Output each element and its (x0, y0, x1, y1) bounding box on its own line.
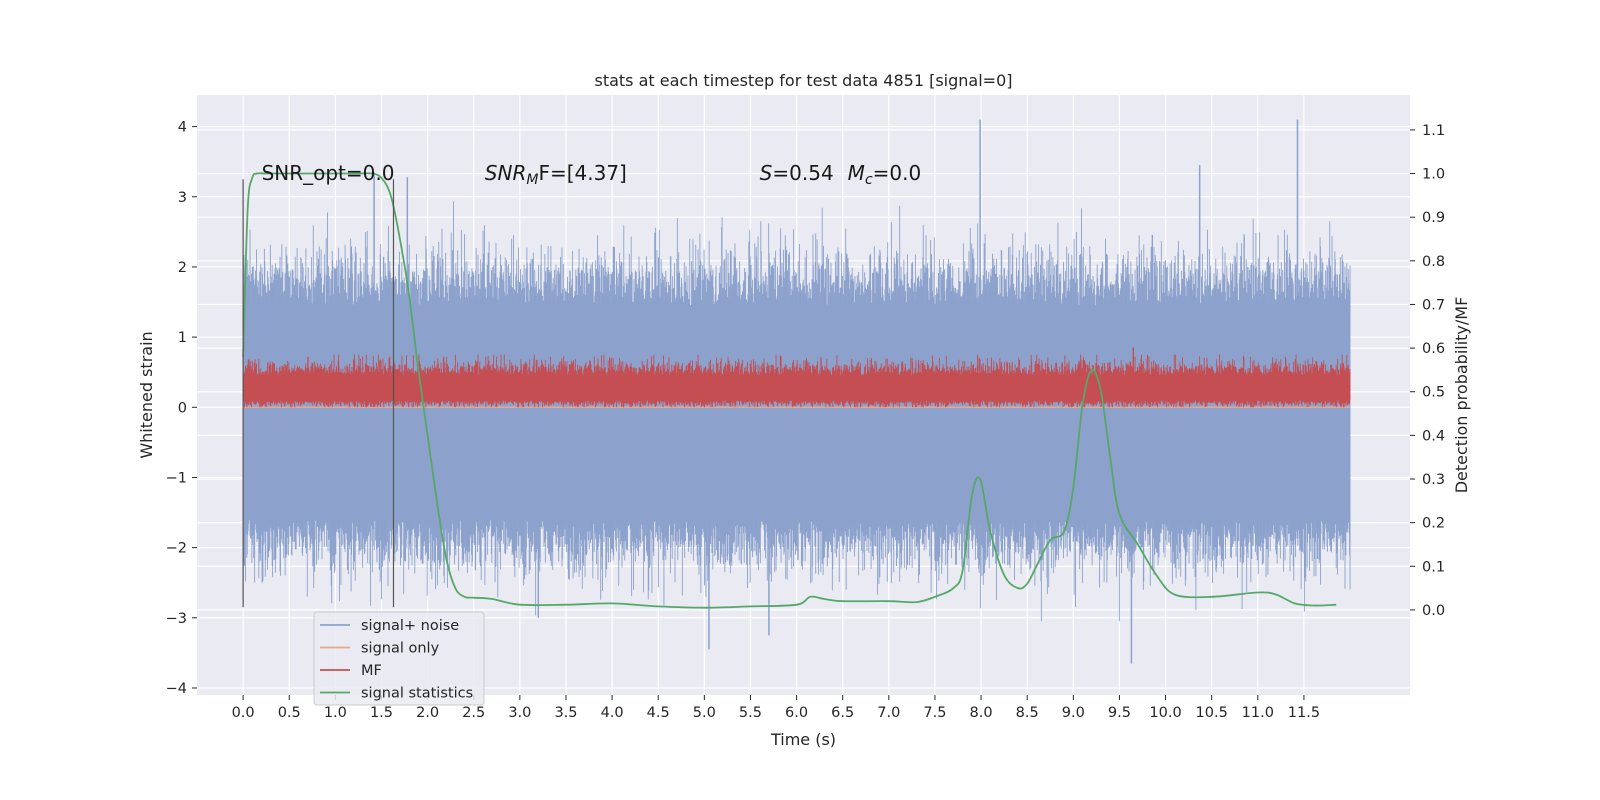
snr-mf-value: F=[4.37] (538, 161, 626, 185)
x-tick-label: 10.0 (1149, 705, 1181, 721)
x-tick-label: 10.5 (1196, 705, 1228, 721)
x-tick-label: 3.5 (554, 705, 577, 721)
y-axis-label: Whitened strain (137, 331, 156, 458)
y-tick-label: −4 (166, 681, 187, 697)
y-tick-label: 4 (178, 120, 187, 136)
chart-title: stats at each timestep for test data 485… (594, 71, 1012, 90)
x-tick-label: 2.5 (462, 705, 485, 721)
y2-tick-label: 0.4 (1422, 428, 1445, 444)
x-axis-label: Time (s) (770, 730, 836, 749)
y2-tick-label: 1.1 (1422, 123, 1445, 139)
x-tick-label: 3.0 (508, 705, 531, 721)
x-tick-label: 5.5 (739, 705, 762, 721)
series-signal-statistics (242, 172, 1337, 609)
x-tick-label: 7.5 (923, 705, 946, 721)
annotation-snr-mf: SNRMF=[4.37] (485, 161, 627, 188)
x-tick-label: 11.5 (1288, 705, 1320, 721)
x-tick-label: 7.0 (877, 705, 900, 721)
s-value: =0.54 (772, 161, 833, 185)
y2-tick-label: 0.0 (1422, 603, 1445, 619)
annotation-snr-opt: SNR_opt=0.0 (262, 161, 395, 185)
y2-tick-label: 0.6 (1422, 341, 1445, 357)
y-tick-label: 3 (178, 190, 187, 206)
y-tick-label: −2 (166, 541, 187, 557)
legend-label: signal only (361, 641, 440, 657)
x-tick-label: 8.0 (970, 705, 993, 721)
legend-label: MF (361, 663, 382, 679)
y2-tick-label: 0.3 (1422, 472, 1445, 488)
x-tick-label: 8.5 (1016, 705, 1039, 721)
legend-label: signal statistics (361, 686, 473, 702)
axes: 0.0 0.5 1.0 1.5 2.0 2.5 3.0 3.5 4.0 4.5 5.0 5.5 6.0 6… (166, 120, 1445, 721)
legend-box (313, 611, 485, 706)
y2-tick-label: 0.2 (1422, 516, 1445, 532)
legend-label: signal+ noise (361, 618, 459, 634)
y2-tick-label: 0.1 (1422, 559, 1445, 575)
x-tick-label: 11.0 (1242, 705, 1274, 721)
snr-mf-subscript: M (526, 172, 538, 188)
x-tick-label: 0.5 (278, 705, 301, 721)
legend: signal+ noise signal only MF signal statist… (313, 611, 485, 706)
snr-mf-symbol: SNR (485, 161, 527, 185)
y-tick-label: −1 (166, 470, 187, 486)
y2-tick-label: 0.8 (1422, 254, 1445, 270)
y-tick-label: 1 (178, 330, 187, 346)
x-tick-label: 9.0 (1062, 705, 1085, 721)
mc-value: =0.0 (873, 161, 922, 185)
y2-tick-label: 0.7 (1422, 297, 1445, 313)
s-symbol: S (760, 161, 773, 185)
mc-subscript: c (865, 172, 873, 188)
mc-symbol: M (848, 161, 865, 185)
x-tick-label: 2.0 (416, 705, 439, 721)
y2-tick-label: 0.9 (1422, 210, 1445, 226)
x-tick-label: 4.0 (601, 705, 624, 721)
x-tick-label: 6.0 (785, 705, 808, 721)
y2-tick-label: 1.0 (1422, 167, 1445, 183)
y-tick-label: −3 (166, 611, 187, 627)
x-tick-label: 0.0 (232, 705, 255, 721)
y2-tick-label: 0.5 (1422, 385, 1445, 401)
y-tick-label: 2 (178, 260, 187, 276)
x-tick-label: 9.5 (1108, 705, 1131, 721)
y-tick-label: 0 (178, 400, 187, 416)
series-layer (242, 119, 1351, 664)
y2-axis-label: Detection probability/MF (1452, 297, 1471, 494)
window-markers (242, 179, 395, 608)
x-tick-label: 1.5 (370, 705, 393, 721)
series-mf (242, 347, 1351, 408)
x-tick-label: 6.5 (831, 705, 854, 721)
x-tick-label: 4.5 (647, 705, 670, 721)
x-tick-label: 5.0 (693, 705, 716, 721)
x-tick-label: 1.0 (324, 705, 347, 721)
annotation-s-mc: S=0.54 Mc=0.0 (760, 161, 922, 188)
